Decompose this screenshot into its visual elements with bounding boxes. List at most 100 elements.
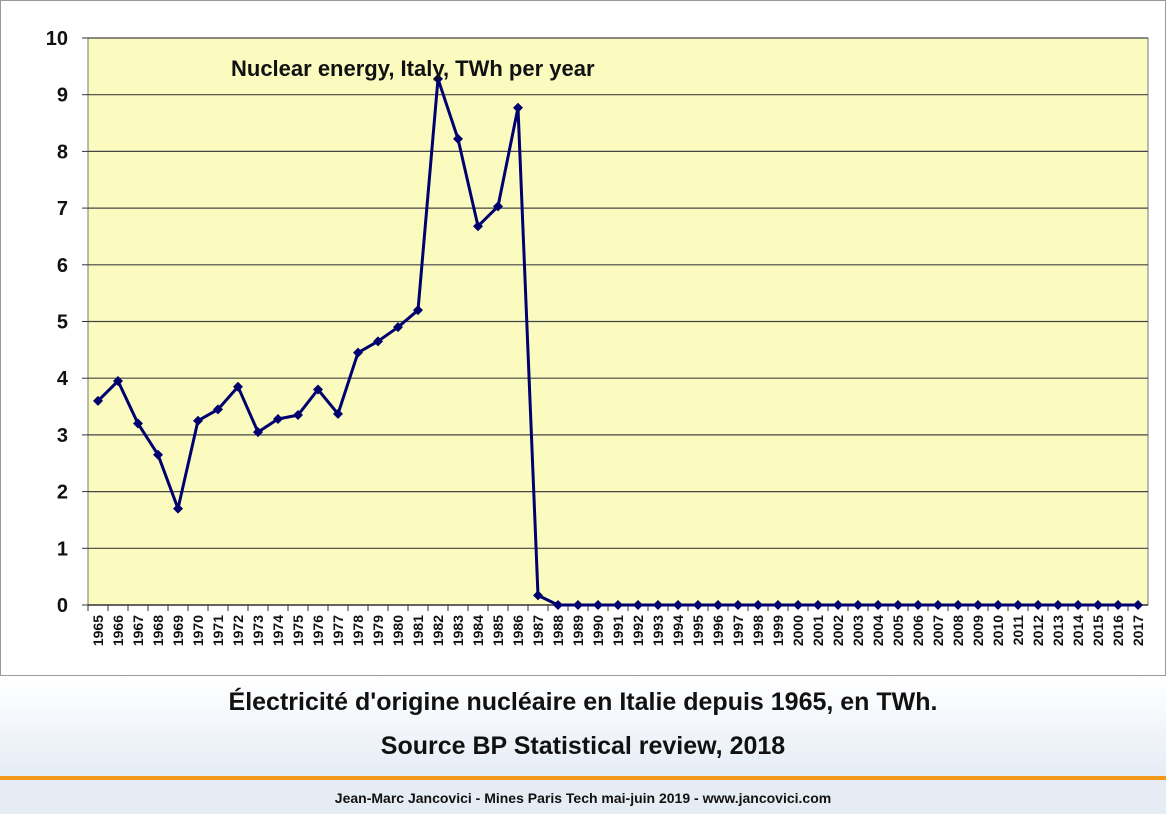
y-tick-label: 10 [46, 28, 68, 50]
data-point [453, 133, 463, 144]
y-tick-label: 2 [57, 482, 68, 504]
x-tick-label: 1971 [210, 615, 226, 646]
y-axis-ticks: 0 1 2 3 4 5 6 7 8 9 10 [46, 28, 88, 617]
data-point [313, 384, 323, 395]
orange-divider [0, 776, 1166, 780]
data-point [353, 347, 363, 358]
x-tick-label: 1999 [770, 615, 786, 646]
x-tick-label: 1997 [730, 615, 746, 646]
x-tick-label: 2015 [1090, 615, 1106, 646]
x-tick-label: 2004 [870, 615, 886, 646]
data-point [993, 600, 1003, 610]
data-point [713, 600, 723, 610]
x-tick-label: 1995 [690, 615, 706, 646]
data-point [953, 600, 963, 610]
x-tick-label: 1972 [230, 615, 246, 646]
data-point [213, 404, 223, 415]
data-point [153, 449, 163, 460]
series-layer [93, 73, 1143, 610]
x-tick-label: 1969 [170, 615, 186, 646]
x-axis-ticks: 1965 1966 1967 1968 1969 1970 1971 1972 1973 1974… [87, 605, 1146, 646]
x-tick-label: 1979 [370, 615, 386, 646]
data-point [933, 600, 943, 610]
data-point [133, 418, 143, 429]
x-tick-label: 1992 [630, 615, 646, 646]
x-tick-label: 1983 [450, 615, 466, 646]
data-point [433, 73, 443, 84]
data-point [833, 600, 843, 610]
x-tick-label: 2008 [950, 615, 966, 646]
x-tick-label: 1981 [410, 615, 426, 646]
data-point [1013, 600, 1023, 610]
x-tick-label: 2002 [830, 615, 846, 646]
x-tick-label: 1977 [330, 615, 346, 646]
y-tick-label: 7 [57, 198, 68, 220]
data-point [913, 600, 923, 610]
data-point [413, 305, 423, 316]
x-tick-label: 1998 [750, 615, 766, 646]
chart-title: Nuclear energy, Italy, TWh per year [231, 56, 595, 81]
x-tick-label: 1966 [110, 615, 126, 646]
x-tick-label: 1973 [250, 615, 266, 646]
x-tick-label: 1994 [670, 615, 686, 646]
data-point [1073, 600, 1083, 610]
x-tick-label: 2013 [1050, 615, 1066, 646]
data-point [633, 600, 643, 610]
x-tick-label: 1978 [350, 615, 366, 646]
y-tick-label: 0 [57, 595, 68, 617]
x-tick-label: 1968 [150, 615, 166, 646]
footer-band [0, 780, 1166, 814]
x-tick-label: 1987 [530, 615, 546, 646]
data-point [813, 600, 823, 610]
x-tick-label: 1984 [470, 615, 486, 646]
data-point [193, 415, 203, 426]
data-point [793, 600, 803, 610]
data-point [853, 600, 863, 610]
data-point [333, 408, 343, 419]
data-point [893, 600, 903, 610]
data-point [553, 600, 563, 610]
data-point [973, 600, 983, 610]
y-tick-label: 3 [57, 425, 68, 447]
data-point [233, 381, 243, 392]
y-tick-label: 4 [57, 368, 69, 390]
caption-band [0, 676, 1166, 776]
data-point [493, 201, 503, 212]
caption-line-2: Source BP Statistical review, 2018 [380, 732, 786, 760]
y-tick-label: 1 [57, 538, 68, 560]
data-point [513, 102, 523, 113]
data-point [373, 336, 383, 347]
x-tick-label: 1967 [130, 615, 146, 646]
data-point [613, 600, 623, 610]
x-tick-label: 1986 [510, 615, 526, 646]
x-tick-label: 1991 [610, 615, 626, 646]
x-tick-label: 2000 [790, 615, 806, 646]
y-tick-label: 5 [57, 312, 68, 334]
x-tick-label: 1965 [90, 615, 106, 646]
data-point [1033, 600, 1043, 610]
data-point [733, 600, 743, 610]
data-point [1053, 600, 1063, 610]
x-tick-label: 1980 [390, 615, 406, 646]
data-point [653, 600, 663, 610]
data-point [1133, 600, 1143, 610]
x-tick-label: 2017 [1130, 615, 1146, 646]
x-tick-label: 1974 [270, 615, 286, 646]
data-point [1093, 600, 1103, 610]
x-tick-label: 2007 [930, 615, 946, 646]
grid-lines [88, 37, 1148, 606]
x-tick-label: 1975 [290, 615, 306, 646]
x-tick-label: 1985 [490, 615, 506, 646]
data-point [253, 427, 263, 438]
data-point [593, 600, 603, 610]
x-tick-label: 2009 [970, 615, 986, 646]
x-tick-label: 1993 [650, 615, 666, 646]
data-point [93, 395, 103, 406]
x-tick-label: 2011 [1010, 615, 1026, 646]
x-tick-label: 2016 [1110, 615, 1126, 646]
data-point [753, 600, 763, 610]
data-point [533, 590, 543, 601]
y-tick-label: 8 [57, 141, 68, 163]
x-tick-label: 2005 [890, 615, 906, 646]
